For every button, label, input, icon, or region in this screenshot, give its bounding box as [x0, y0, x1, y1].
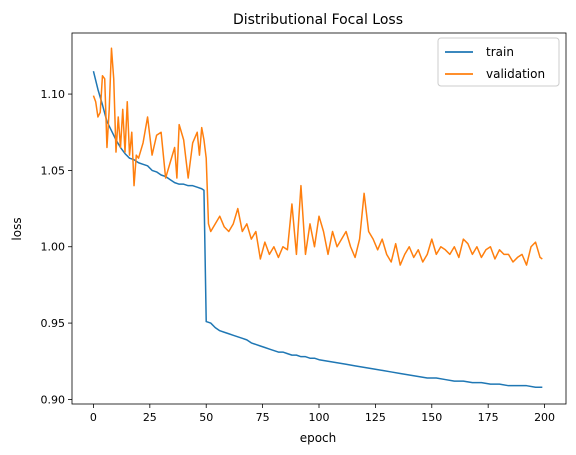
y-tick-label: 1.10	[41, 88, 66, 101]
series-line-train	[92, 70, 543, 388]
x-tick-label: 25	[143, 411, 157, 424]
x-tick-label: 50	[199, 411, 213, 424]
chart-title: Distributional Focal Loss	[233, 12, 403, 28]
x-tick-label: 125	[365, 411, 386, 424]
y-tick-label: 1.00	[41, 241, 66, 254]
x-tick-label: 175	[478, 411, 499, 424]
x-tick-label: 100	[309, 411, 330, 424]
legend: train validation	[437, 37, 560, 87]
legend-label-validation: validation	[486, 67, 545, 81]
legend-label-train: train	[486, 45, 514, 59]
x-tick-label: 75	[256, 411, 270, 424]
series-line-validation	[92, 47, 543, 266]
x-tick-label: 150	[421, 411, 442, 424]
y-tick-label: 1.05	[41, 164, 66, 177]
x-tick-label: 200	[534, 411, 555, 424]
plot-area	[71, 32, 567, 405]
y-axis: 0.90 0.95 1.00 1.05 1.10	[41, 88, 72, 406]
y-axis-label: loss	[10, 217, 24, 240]
x-axis: 0 25 50 75 100 125 150 175 200	[90, 404, 555, 424]
x-tick-label: 0	[90, 411, 97, 424]
y-tick-label: 0.95	[41, 317, 66, 330]
y-tick-label: 0.90	[41, 393, 66, 406]
x-axis-label: epoch	[300, 431, 337, 445]
